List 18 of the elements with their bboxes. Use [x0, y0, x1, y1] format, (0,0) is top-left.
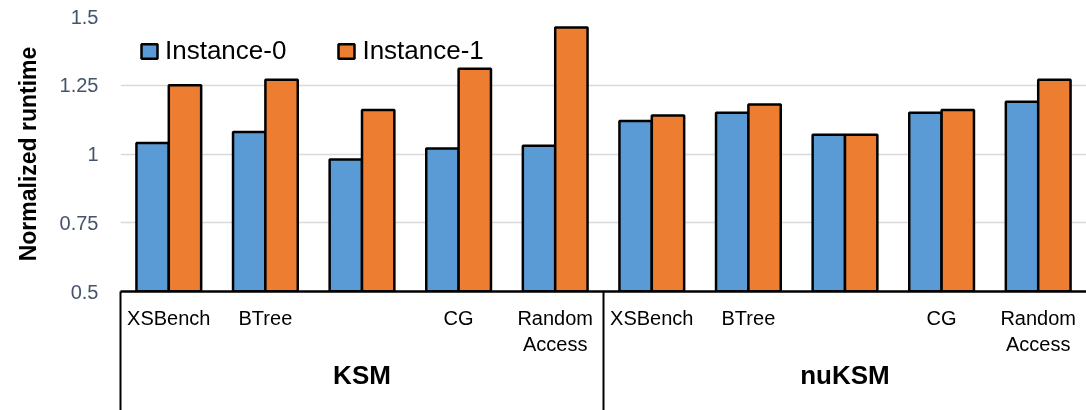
y-tick-label: 1 — [87, 143, 99, 165]
x-tick-label: CG — [926, 306, 957, 329]
legend-label: Instance-1 — [362, 35, 484, 66]
x-tick-label: BTree — [238, 306, 293, 329]
text: KSM — [333, 359, 391, 390]
x-tick-label: CG — [443, 306, 474, 329]
y-axis-title: Normalized runtime — [14, 46, 41, 262]
x-tick-label: XSBench — [610, 306, 694, 329]
x-tick-label: XSBench — [127, 306, 211, 329]
text: nuKSM — [800, 359, 890, 390]
y-tick-label: 0.75 — [59, 211, 99, 234]
x-tick-label: Random Access — [517, 306, 594, 355]
y-tick-label: 1.25 — [59, 74, 99, 97]
legend-label: Instance-0 — [165, 35, 287, 66]
y-tick-label: 0.5 — [70, 280, 99, 303]
y-tick-label: 1.5 — [70, 5, 99, 28]
x-tick-label: BTree — [721, 306, 776, 329]
x-tick-label: Random Access — [1000, 306, 1077, 355]
